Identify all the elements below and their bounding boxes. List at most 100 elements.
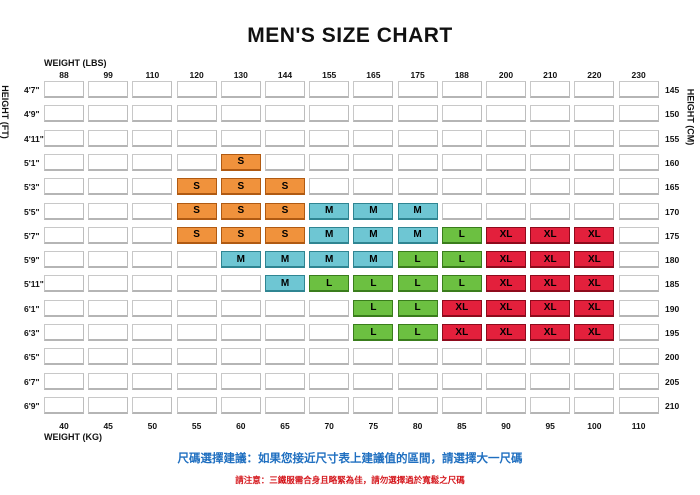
- size-cell-l: L: [353, 299, 394, 317]
- empty-cell: [618, 275, 659, 293]
- empty-cell: [441, 348, 482, 366]
- empty-cell: [88, 396, 129, 414]
- empty-cell: [132, 129, 173, 147]
- weight-kg-tick: 40: [59, 421, 69, 431]
- size-cell-xl: XL: [486, 275, 526, 293]
- height-cm-label: 165: [665, 182, 680, 193]
- empty-cell: [397, 153, 438, 171]
- empty-cell: [397, 372, 438, 390]
- empty-cell: [44, 275, 84, 293]
- empty-cell: [176, 348, 217, 366]
- empty-cell: [176, 129, 217, 147]
- empty-cell: [220, 105, 261, 123]
- size-cell-s: S: [220, 153, 261, 171]
- weight-kg-tick: 60: [236, 421, 246, 431]
- empty-cell: [618, 153, 659, 171]
- weight-kg-tick: 65: [280, 421, 290, 431]
- top-axis-title: WEIGHT (LBS): [44, 58, 107, 68]
- height-cm-label: 175: [665, 230, 680, 241]
- weight-lbs-tick: 165: [366, 70, 381, 80]
- empty-cell: [88, 105, 129, 123]
- empty-cell: [265, 153, 305, 171]
- weight-lbs-tick: 120: [189, 70, 204, 80]
- empty-cell: [44, 105, 84, 123]
- empty-cell: [132, 396, 173, 414]
- empty-cell: [309, 372, 350, 390]
- empty-cell: [220, 372, 261, 390]
- height-cm-label: 180: [665, 255, 680, 266]
- empty-cell: [574, 396, 615, 414]
- empty-cell: [486, 81, 526, 98]
- empty-cell: [618, 105, 659, 123]
- empty-cell: [88, 178, 129, 196]
- height-ft-label: 5'3": [24, 182, 40, 193]
- weight-lbs-tick: 200: [498, 70, 514, 80]
- empty-cell: [44, 251, 84, 269]
- empty-cell: [530, 396, 571, 414]
- height-cm-label: 200: [665, 352, 680, 363]
- empty-cell: [176, 372, 217, 390]
- weight-lbs-tick: 210: [543, 70, 558, 80]
- height-cm-label: 195: [665, 328, 680, 338]
- empty-cell: [618, 202, 659, 220]
- empty-cell: [441, 372, 482, 390]
- empty-cell: [132, 226, 173, 244]
- empty-cell: [441, 129, 482, 147]
- size-cell-l: L: [441, 275, 482, 293]
- empty-cell: [397, 178, 438, 196]
- size-cell-xl: XL: [574, 324, 615, 341]
- weight-lbs-tick: 144: [277, 70, 293, 80]
- weight-lbs-tick: 230: [631, 70, 646, 80]
- empty-cell: [44, 153, 84, 171]
- weight-kg-tick: 70: [324, 421, 334, 431]
- weight-kg-tick: 110: [631, 421, 646, 431]
- empty-cell: [220, 348, 261, 366]
- weight-lbs-tick: 88: [59, 70, 69, 80]
- size-cell-xl: XL: [441, 299, 482, 317]
- empty-cell: [530, 105, 571, 123]
- empty-cell: [530, 372, 571, 390]
- empty-cell: [309, 348, 350, 366]
- size-cell-xl: XL: [530, 324, 571, 341]
- empty-cell: [220, 275, 261, 293]
- empty-cell: [353, 372, 394, 390]
- weight-kg-tick: 95: [545, 421, 555, 431]
- size-cell-m: M: [397, 202, 438, 220]
- empty-cell: [265, 348, 305, 366]
- height-cm-label: 190: [665, 303, 680, 314]
- size-cell-xl: XL: [574, 226, 615, 244]
- size-cell-s: S: [265, 202, 305, 220]
- empty-cell: [88, 153, 129, 171]
- size-cell-m: M: [397, 226, 438, 244]
- height-cm-label: 145: [665, 85, 680, 95]
- empty-cell: [132, 202, 173, 220]
- weight-lbs-tick: 175: [410, 70, 425, 80]
- empty-cell: [132, 153, 173, 171]
- chart-title: MEN'S SIZE CHART: [247, 24, 453, 47]
- empty-cell: [618, 226, 659, 244]
- empty-cell: [486, 129, 526, 147]
- empty-cell: [353, 396, 394, 414]
- empty-cell: [44, 129, 84, 147]
- empty-cell: [309, 81, 350, 98]
- empty-cell: [44, 202, 84, 220]
- empty-cell: [132, 348, 173, 366]
- size-cell-s: S: [176, 202, 217, 220]
- empty-cell: [574, 129, 615, 147]
- height-ft-label: 5'5": [24, 206, 40, 217]
- empty-cell: [353, 129, 394, 147]
- empty-cell: [88, 324, 129, 341]
- size-cell-l: L: [441, 251, 482, 269]
- right-axis-title: HEIGHT (CM): [685, 88, 696, 146]
- height-ft-label: 6'9": [24, 400, 40, 411]
- empty-cell: [44, 348, 84, 366]
- size-cell-s: S: [220, 178, 261, 196]
- empty-cell: [530, 348, 571, 366]
- left-axis-title: HEIGHT (FT): [0, 85, 10, 139]
- weight-kg-tick: 90: [501, 421, 511, 431]
- size-cell-l: L: [397, 324, 438, 341]
- size-cell-xl: XL: [486, 226, 526, 244]
- empty-cell: [441, 202, 482, 220]
- weight-kg-tick: 45: [103, 421, 113, 431]
- size-cell-m: M: [353, 202, 394, 220]
